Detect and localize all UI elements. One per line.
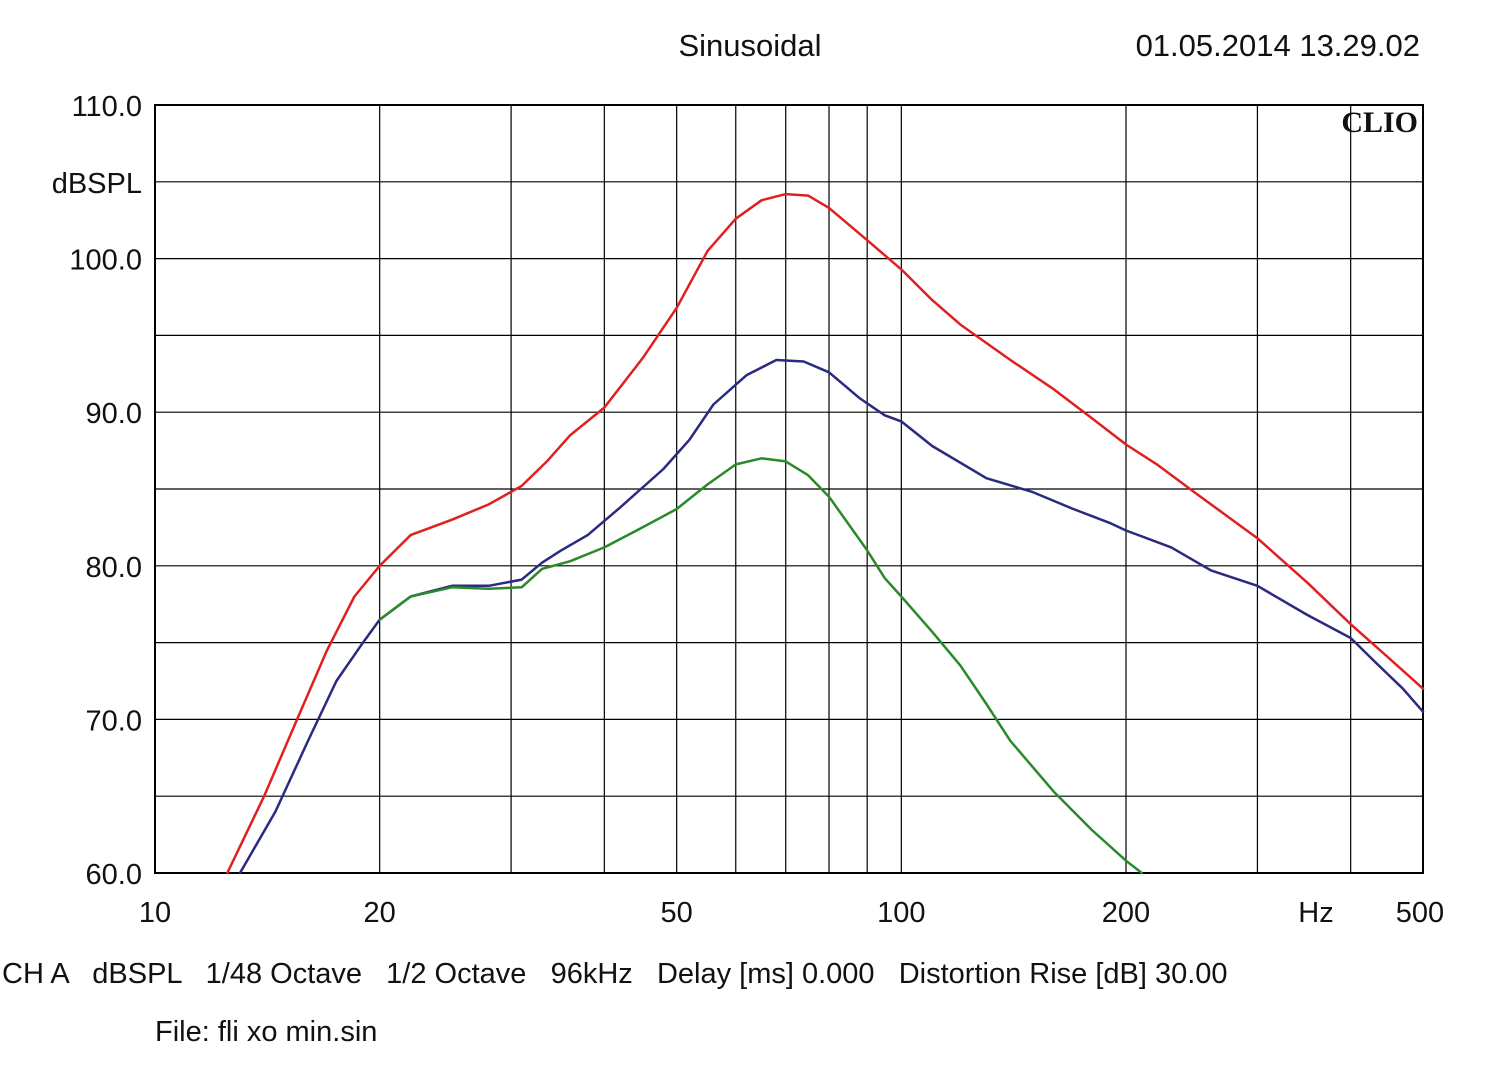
y-tick-label: 70.0 <box>86 705 142 737</box>
x-tick-label: 200 <box>1102 897 1150 929</box>
series-line <box>226 192 1425 875</box>
x-tick-labels: 10 20 50 100 200 500 <box>139 897 1444 929</box>
file-line: File: fli xo min.sin <box>155 1016 377 1048</box>
y-tick-label: 90.0 <box>86 398 142 430</box>
series-lines <box>226 192 1425 875</box>
y-tick-labels: 60.0 70.0 80.0 90.0 100.0 110.0 <box>69 91 142 891</box>
y-axis-label: dBSPL <box>52 168 142 200</box>
grid-lines <box>155 105 1423 873</box>
y-tick-label: 110.0 <box>72 91 142 123</box>
x-tick-label: 20 <box>364 897 396 929</box>
x-tick-label: 500 <box>1396 897 1444 929</box>
x-tick-label: 100 <box>877 897 925 929</box>
x-tick-label: 50 <box>661 897 693 929</box>
series-line <box>378 457 1144 875</box>
y-tick-label: 100.0 <box>69 245 142 277</box>
x-tick-label: 10 <box>139 897 171 929</box>
chart-title: Sinusoidal <box>678 28 821 63</box>
clio-logo: CLIO <box>1341 106 1418 139</box>
settings-line: CH A dBSPL 1/48 Octave 1/2 Octave 96kHz … <box>2 958 1228 990</box>
y-tick-label: 60.0 <box>86 859 142 891</box>
plot-frame <box>154 104 1424 874</box>
measurement-datetime: 01.05.2014 13.29.02 <box>1136 28 1420 63</box>
x-axis-label: Hz <box>1298 897 1333 929</box>
y-tick-label: 80.0 <box>86 552 142 584</box>
